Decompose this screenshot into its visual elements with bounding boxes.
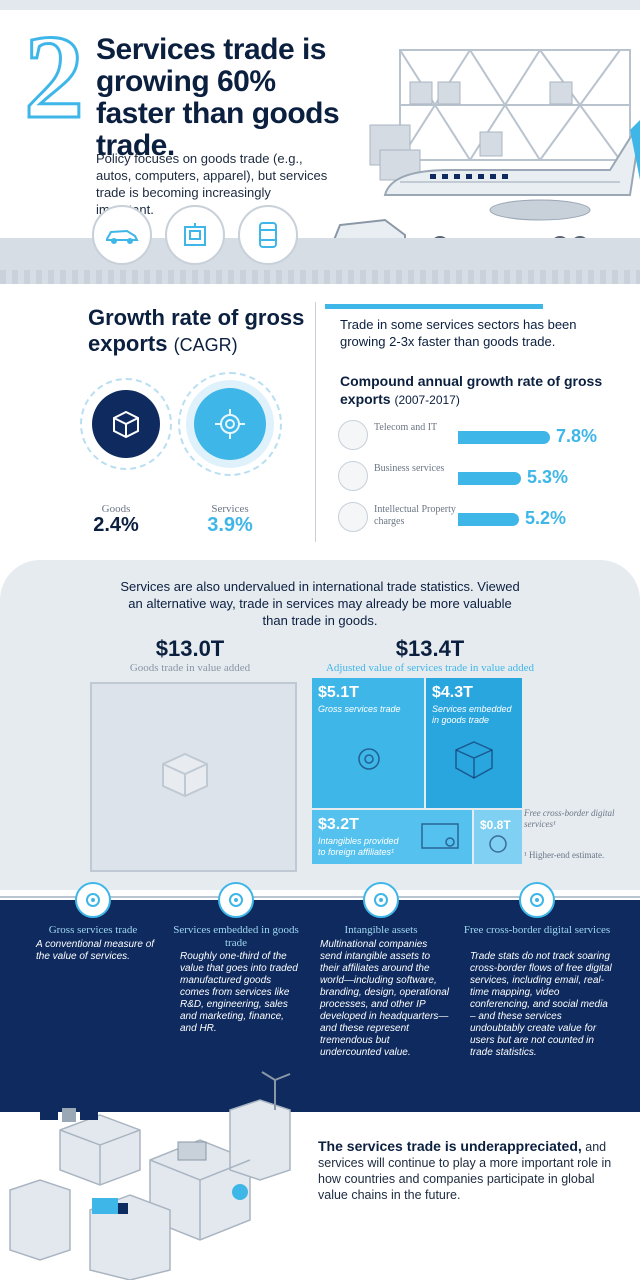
band-divider <box>0 896 640 898</box>
goods-total-caption: Goods trade in value added <box>129 662 251 674</box>
sector-bar <box>458 472 521 485</box>
certificate-icon <box>421 823 459 849</box>
hero-subtitle: Policy focuses on goods trade (e.g., aut… <box>96 151 328 217</box>
digital-caption: Free cross-border digital services¹ <box>524 808 615 829</box>
definition-title: Intangible assets <box>344 924 418 936</box>
services-total-caption: Adjusted value of services trade in valu… <box>325 662 534 674</box>
sector-value: 5.3% <box>527 467 569 487</box>
definition-title: Free cross-border digital services <box>463 924 611 936</box>
undervalued-lead: Services are also undervalued in interna… <box>120 579 520 628</box>
gear-icon <box>75 882 111 918</box>
definition-title: Gross services trade <box>48 924 138 936</box>
sectors-subtitle-light: (2007-2017) <box>394 393 460 407</box>
cell-value: $0.8T <box>480 818 511 832</box>
cell-caption: Intangibles provided to foreign affiliat… <box>318 836 399 857</box>
sector-value: 5.2% <box>525 508 567 528</box>
goods-label: Goods <box>101 503 131 515</box>
services-gear-icon <box>194 388 266 460</box>
box-icon <box>218 882 254 918</box>
growth-title: Growth rate of gross exports (CAGR) <box>88 305 318 358</box>
sector-label: Telecom and IT <box>374 422 438 433</box>
cell-value: $4.3T <box>432 684 473 701</box>
services-label: Services <box>211 503 249 515</box>
services-bg <box>186 380 274 468</box>
section-divider <box>315 302 316 542</box>
conclusion-bold: The services trade is underappreciated, <box>318 1138 582 1154</box>
hero-ground-stripes <box>0 270 640 284</box>
services-breakdown: $5.1T Gross services trade $4.3T Service… <box>312 678 522 864</box>
sectors-lead: Trade in some services sectors has been … <box>340 317 577 349</box>
sectors-subtitle: Compound annual growth rate of gross exp… <box>340 372 610 409</box>
cubes-illustration <box>0 1070 310 1280</box>
definitions-band <box>0 900 640 1112</box>
definition-body: Trade stats do not track soaring cross-b… <box>470 951 612 1058</box>
cell-embedded-services: $4.3T Services embedded in goods trade <box>426 678 522 808</box>
sector-label: Business services <box>374 463 445 474</box>
goods-value: 2.4% <box>93 514 139 536</box>
definition-body: A conventional measure of the value of s… <box>36 939 155 962</box>
conclusion-text: The services trade is underappreciated, … <box>318 1138 623 1203</box>
sectors-subtitle-bold: Compound annual growth rate of gross exp… <box>340 373 603 407</box>
goods-box-icon <box>92 390 160 458</box>
growth-title-light: (CAGR) <box>173 335 238 355</box>
growth-title-bold: Growth rate of gross exports <box>88 305 305 356</box>
services-ring <box>178 372 282 476</box>
goods-box-icon-small <box>160 752 210 803</box>
brain-icon <box>338 502 368 532</box>
section-number: 2 <box>23 10 86 143</box>
antenna-icon <box>338 420 368 450</box>
sector-bar <box>458 431 550 444</box>
cell-value: $3.2T <box>318 816 359 833</box>
cell-caption: Services embedded in goods trade <box>432 704 512 725</box>
cell-digital-services: $0.8T <box>474 810 522 864</box>
sector-bar <box>458 513 519 526</box>
brain-icon <box>489 835 507 853</box>
goods-total: $13.0T <box>155 636 225 661</box>
goods-ring <box>80 378 172 470</box>
footnote: ¹ Higher-end estimate. <box>524 850 605 860</box>
conclusion-rest: and services will continue to play a mor… <box>318 1140 612 1202</box>
cell-intangibles: $3.2T Intangibles provided to foreign af… <box>312 810 472 864</box>
services-total: $13.4T <box>395 636 465 661</box>
briefcase-icon <box>338 461 368 491</box>
services-value: 3.9% <box>207 514 253 536</box>
sector-value: 7.8% <box>556 426 598 446</box>
cell-caption: Gross services trade <box>318 704 401 714</box>
sector-label: Intellectual Property charges <box>374 504 456 527</box>
definition-body: Multinational companies send intangible … <box>320 939 449 1058</box>
definition-body: Roughly one-third of the value that goes… <box>180 951 298 1034</box>
computer-icon <box>165 205 225 265</box>
cell-gross-services: $5.1T Gross services trade <box>312 678 424 808</box>
top-strip <box>0 0 640 10</box>
hero-title: Services trade is growing 60% faster tha… <box>96 33 340 162</box>
gear-icon <box>358 748 380 770</box>
definition-title: Services embedded in goods trade <box>173 924 299 949</box>
accent-bar <box>325 304 543 309</box>
apparel-icon <box>238 205 298 265</box>
cell-value: $5.1T <box>318 684 359 701</box>
car-icon <box>92 205 152 265</box>
box-icon <box>455 741 493 779</box>
brain-icon <box>519 882 555 918</box>
certificate-icon <box>363 882 399 918</box>
